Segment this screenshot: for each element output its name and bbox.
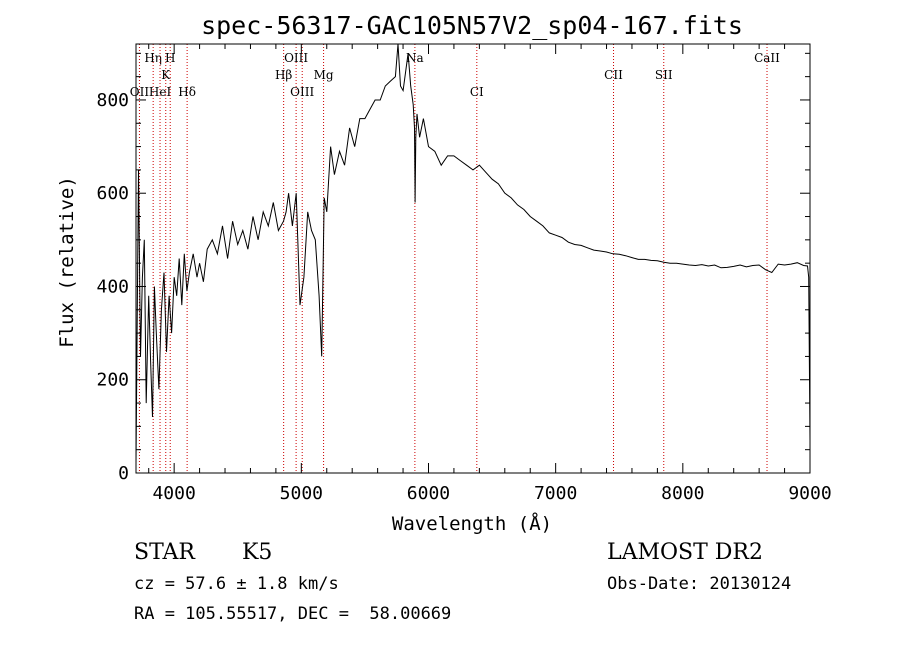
spectrum-line: [135, 43, 811, 464]
y-tick-label: 200: [96, 370, 129, 391]
marker-label: H: [165, 51, 175, 65]
marker-label: Mg: [314, 68, 334, 82]
x-axis-label: Wavelength (Å): [392, 512, 552, 535]
y-tick-label: 400: [96, 276, 129, 297]
marker-label: Hβ: [275, 68, 292, 82]
x-tick-label: 4000: [152, 483, 195, 504]
y-tick-label: 0: [118, 463, 129, 484]
obs-date: Obs-Date: 20130124: [607, 574, 792, 594]
survey-name: LAMOST DR2: [607, 540, 763, 565]
object-subclass: K5: [242, 540, 273, 565]
marker-label: OII: [130, 85, 150, 99]
marker-label: HeI: [149, 85, 172, 99]
spectrum-chart: spec-56317-GAC105N57V2_sp04-167.fits OII…: [56, 11, 832, 535]
y-axis: 0 200 400 600 800: [96, 52, 810, 484]
chart-title: spec-56317-GAC105N57V2_sp04-167.fits: [201, 11, 743, 40]
x-tick-label: 8000: [661, 483, 704, 504]
coordinates: RA = 105.55517, DEC = 58.00669: [134, 604, 452, 624]
marker-label: OIII: [290, 85, 314, 99]
x-axis: 4000 5000 6000 7000 8000 9000: [148, 44, 832, 504]
y-axis-label: Flux (relative): [56, 176, 78, 348]
x-tick-label: 7000: [534, 483, 577, 504]
object-class: STAR: [134, 540, 195, 565]
marker-label: CaII: [754, 51, 780, 65]
x-tick-label: 5000: [280, 483, 323, 504]
x-tick-label: 9000: [788, 483, 831, 504]
marker-label: SII: [655, 68, 673, 82]
x-tick-label: 6000: [407, 483, 450, 504]
redshift-value: cz = 57.6 ± 1.8 km/s: [134, 574, 339, 594]
y-tick-label: 600: [96, 183, 129, 204]
plot-frame: [135, 43, 811, 474]
marker-label: CI: [470, 85, 484, 99]
marker-label: Hδ: [178, 85, 196, 99]
marker-label: CII: [604, 68, 623, 82]
y-tick-label: 800: [96, 90, 129, 111]
marker-label: Hη: [144, 51, 162, 65]
marker-label: OIII: [284, 51, 308, 65]
marker-label: Na: [406, 51, 424, 65]
marker-label: K: [161, 68, 171, 82]
